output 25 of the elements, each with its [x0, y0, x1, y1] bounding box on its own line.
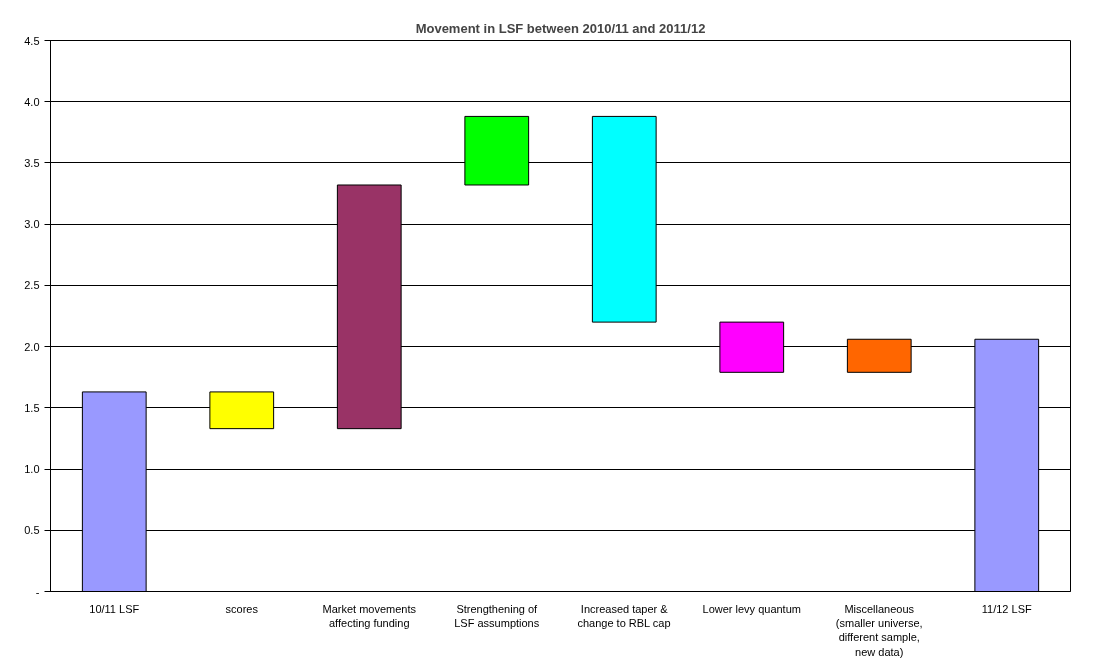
y-tick-label: 3.0 — [24, 218, 40, 231]
x-tick-label: Strengthening of LSF assumptions — [454, 602, 540, 629]
y-tick-label: 1.5 — [24, 401, 40, 414]
x-tick-label: Market movements affecting funding — [322, 602, 417, 629]
y-tick-label: 4.0 — [24, 95, 40, 108]
bar — [209, 391, 275, 430]
y-tick-label: 0.5 — [24, 524, 40, 537]
y-tick-label: 2.0 — [24, 340, 40, 353]
x-tick-label: Miscellaneous (smaller universe, different sample, new data) — [835, 602, 923, 658]
bar — [464, 115, 530, 186]
x-tick-label: Lower levy quantum — [702, 602, 801, 615]
y-tick-label: - — [35, 585, 40, 598]
bar — [591, 115, 657, 323]
x-tick-label: 11/12 LSF — [981, 602, 1032, 615]
bar — [719, 321, 785, 373]
chart-title: Movement in LSF between 2010/11 and 2011/12 — [415, 20, 706, 36]
x-tick-label: 10/11 LSF — [89, 602, 140, 615]
bar — [336, 184, 402, 430]
y-tick-label: 1.0 — [24, 463, 40, 476]
y-tick-label: 2.5 — [24, 279, 40, 292]
x-tick-label: Increased taper & change to RBL cap — [577, 602, 671, 629]
x-tick-label: scores — [225, 602, 259, 615]
y-tick-label: 4.5 — [24, 34, 40, 47]
bar — [846, 338, 912, 373]
y-tick-label: 3.5 — [24, 156, 40, 169]
